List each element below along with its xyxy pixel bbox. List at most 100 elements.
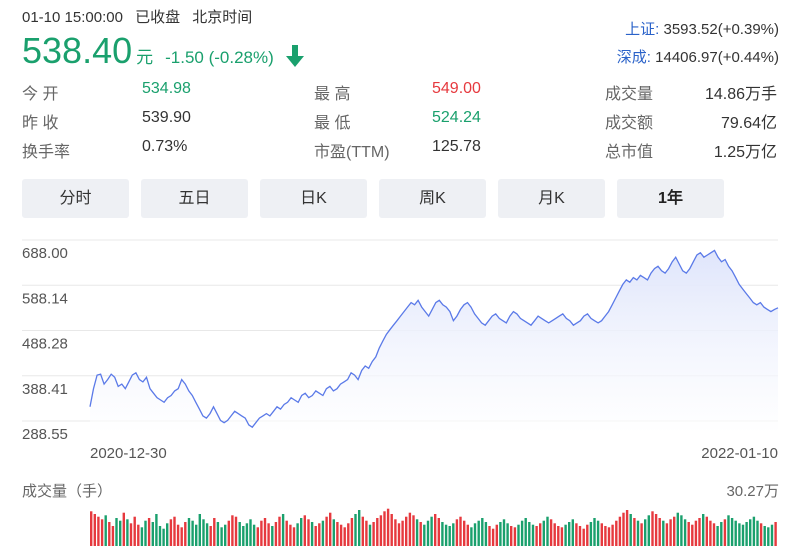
volume-bar <box>245 523 249 546</box>
volume-bar <box>687 522 690 546</box>
turnover-label: 换手率 <box>22 144 71 161</box>
volume-bar <box>274 522 278 546</box>
volume-bar <box>242 526 245 546</box>
volume-bar <box>604 526 607 546</box>
volume-bar <box>115 518 118 546</box>
volume-value: 14.86万手 <box>704 86 777 103</box>
current-price: 538.40 <box>22 30 133 71</box>
x-tick-label: 2022-01-10 <box>701 445 778 462</box>
volume-max-label: 30.27万 <box>726 483 779 500</box>
volume-bar <box>575 523 578 546</box>
volume-bar <box>90 511 93 546</box>
volume-bar <box>767 527 770 546</box>
volume-label: 成交量 <box>605 86 654 103</box>
volume-bar <box>119 520 122 546</box>
tab-weekly-k[interactable]: 周K <box>379 179 486 218</box>
volume-bar <box>205 523 209 546</box>
volume-bar <box>97 516 100 546</box>
volume-bar <box>459 516 462 546</box>
volume-bar <box>763 526 766 546</box>
volume-bar <box>676 512 679 546</box>
y-tick-label: 688.00 <box>22 245 68 262</box>
volume-bar <box>137 524 140 546</box>
volume-bar <box>618 516 622 546</box>
volume-bar <box>730 518 734 546</box>
volume-bar <box>770 524 774 546</box>
tab-intraday[interactable]: 分时 <box>22 179 129 218</box>
volume-bar <box>126 519 129 546</box>
volume-bar <box>477 520 480 546</box>
volume-bar <box>162 528 165 546</box>
volume-bar <box>756 520 759 546</box>
volume-bar <box>100 519 104 546</box>
volume-bar <box>224 524 227 546</box>
volume-bar <box>252 524 256 546</box>
quote-stats: 今 开 534.98 最 高 549.00 成交量 14.86万手 昨 收 53… <box>22 80 782 167</box>
y-tick-label: 288.55 <box>22 426 68 443</box>
y-tick-label: 488.28 <box>22 336 68 353</box>
volume-bar <box>698 518 701 546</box>
volume-bar <box>184 522 187 546</box>
volume-bar <box>358 510 361 546</box>
volume-bar <box>376 518 379 546</box>
prev-close-label: 昨 收 <box>22 115 59 132</box>
volume-bar <box>310 522 314 546</box>
index-value: 3593.52(+0.39%) <box>663 21 779 38</box>
amount-value: 79.64亿 <box>720 115 777 132</box>
index-shenzhen[interactable]: 深成: 14406.97(+0.44%) <box>617 44 779 72</box>
volume-bar <box>691 524 694 546</box>
volume-bar <box>535 526 538 546</box>
volume-bar <box>144 520 147 546</box>
volume-bar <box>582 528 585 546</box>
volume-bar <box>488 526 491 546</box>
volume-bar <box>321 520 325 546</box>
volume-bar <box>195 524 198 546</box>
volume-bar <box>564 524 567 546</box>
volume-bar <box>111 526 115 546</box>
volume-bar <box>231 515 234 546</box>
volume-bar <box>256 527 259 546</box>
volume-bar <box>669 519 672 546</box>
volume-bar <box>198 514 201 546</box>
volume-bar <box>202 519 205 546</box>
volume-bar <box>520 520 524 546</box>
volume-bar <box>560 527 564 546</box>
volume-bar <box>191 520 194 546</box>
volume-bar <box>93 514 96 546</box>
volume-bar <box>289 524 292 546</box>
volume-bar <box>151 522 154 546</box>
volume-bar <box>546 516 549 546</box>
volume-bar <box>169 519 173 546</box>
volume-bar <box>318 523 321 546</box>
volume-chart[interactable] <box>0 500 809 546</box>
datetime-text: 01-10 15:00:00 <box>22 9 123 26</box>
volume-bar <box>249 519 252 546</box>
tab-five-day[interactable]: 五日 <box>141 179 248 218</box>
volume-bar <box>636 520 640 546</box>
volume-bar <box>147 518 151 546</box>
volume-bar <box>176 524 180 546</box>
volume-bar <box>278 516 281 546</box>
open-label: 今 开 <box>22 86 59 103</box>
volume-bar <box>227 520 230 546</box>
period-tabs: 分时 五日 日K 周K 月K 1年 <box>22 179 736 218</box>
index-name: 上证: <box>625 21 660 38</box>
arrow-down-icon <box>285 45 304 67</box>
tab-monthly-k[interactable]: 月K <box>498 179 605 218</box>
volume-bar <box>644 519 647 546</box>
volume-bar <box>419 522 422 546</box>
volume-bar <box>307 519 310 546</box>
volume-bar <box>571 519 574 546</box>
tab-daily-k[interactable]: 日K <box>260 179 367 218</box>
volume-bar <box>412 515 415 546</box>
volume-bar <box>774 522 777 546</box>
volume-bar <box>180 527 183 546</box>
price-chart[interactable]: 688.00 588.14 488.28 388.41 288.55 2020-12-30… <box>0 222 809 472</box>
volume-bar <box>426 520 430 546</box>
tab-one-year[interactable]: 1年 <box>617 179 724 218</box>
volume-bar <box>651 511 654 546</box>
volume-bar <box>372 522 375 546</box>
index-shanghai[interactable]: 上证: 3593.52(+0.39%) <box>617 16 779 44</box>
volume-bar <box>709 520 712 546</box>
volume-bar <box>415 519 419 546</box>
